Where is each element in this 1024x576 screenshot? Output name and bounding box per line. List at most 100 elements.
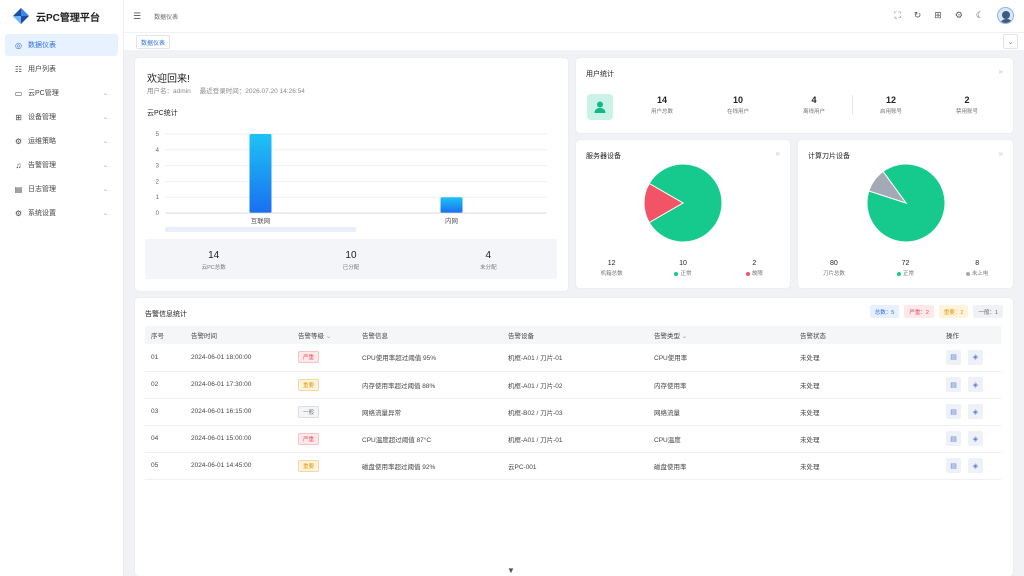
logo-icon (13, 8, 29, 24)
chevron-down-icon[interactable]: ⌄ (102, 162, 108, 169)
server-pie-chart (643, 163, 723, 243)
sidebar-item-0[interactable]: ◎ 数据仪表 (5, 34, 118, 56)
shield-icon[interactable]: ◈ (968, 431, 983, 446)
chevron-right-icon[interactable]: » (775, 149, 780, 158)
scroll-down-icon[interactable]: ▼ (507, 566, 515, 575)
alarm-badge-2[interactable]: 重要：2 (938, 305, 969, 318)
alarm-table-body: 01 2024-06-01 18:00:00 严重 CPU使用率超过阈值 95% 机框-… (145, 344, 1001, 480)
view-detail-icon[interactable]: ▤ (946, 349, 961, 365)
column-header-label: 告警信息 (362, 333, 388, 340)
blade-legend-item-0: 80 刀片总数 (798, 260, 870, 277)
shield-icon[interactable]: ◈ (968, 377, 983, 392)
column-header-label: 告警设备 (508, 333, 534, 340)
avatar[interactable] (997, 7, 1014, 24)
sidebar-item-5[interactable]: ♫ 告警管理 ⌄ (5, 154, 118, 176)
dashboard-icon: ◎ (15, 40, 22, 50)
chevron-down-icon[interactable]: ⌄ (102, 186, 108, 193)
chevron-down-icon[interactable]: ⌄ (102, 90, 108, 97)
users-icon: ☷ (14, 64, 23, 74)
shield-icon[interactable]: ◈ (968, 404, 983, 419)
tab-dashboard[interactable]: 数据仪表 (136, 35, 171, 49)
table-row: 04 2024-06-01 15:00:00 严重 CPU温度超过阈值 87°C 机框-… (145, 425, 1001, 453)
sidebar-item-3[interactable]: ⊞ 设备管理 ⌄ (5, 106, 118, 128)
user-icon (587, 94, 613, 120)
user-stats-title: 用户统计 (586, 71, 614, 78)
menu-toggle-icon[interactable]: ☰ (133, 10, 142, 21)
fullscreen-icon[interactable]: ⛶ (894, 10, 901, 20)
welcome-card: 欢迎回来! 用户名：admin 最近登录时间：2026.07.20 14:26:… (135, 58, 568, 291)
sidebar-item-label: 运维策略 (28, 138, 56, 145)
server-legend: 12 机箱总数 10 正常 2 故障 (576, 260, 790, 277)
column-header[interactable]: 告警类型 ⌄ (648, 326, 794, 344)
legend-label: 正常 (903, 271, 915, 277)
table-row: 05 2024-06-01 14:45:00 重要 磁盘使用率超过阈值 92% 云PC-… (145, 452, 1001, 480)
refresh-icon[interactable]: ↻ (913, 10, 922, 20)
column-header: 告警状态 (794, 326, 940, 344)
alarm-badge-1[interactable]: 严重：2 (904, 305, 934, 318)
column-header[interactable]: 告警等级 ⌄ (292, 326, 356, 344)
cell-type: 网络流量 (648, 398, 794, 426)
chevron-right-icon[interactable]: » (998, 149, 1003, 158)
view-detail-icon[interactable]: ▤ (946, 458, 961, 473)
cell-actions: ▤ ◈ (940, 425, 1001, 453)
alarm-title: 告警信息统计 (145, 311, 187, 318)
sidebar-item-7[interactable]: ⚙ 系统设置 ⌄ (5, 202, 118, 224)
y-tick-label: 2 (156, 179, 160, 185)
chevron-right-icon[interactable]: » (998, 67, 1003, 76)
legend-label: 正常 (680, 271, 692, 277)
view-detail-icon[interactable]: ▤ (946, 404, 961, 419)
legend-label-wrap: 机箱总数 (576, 269, 647, 277)
sidebar-item-2[interactable]: ▭ 云PC管理 ⌄ (5, 82, 118, 104)
legend-value: 72 (901, 260, 910, 267)
breadcrumb[interactable]: 数据仪表 (154, 14, 179, 21)
moon-icon[interactable]: ☾ (975, 10, 984, 20)
cell-status: 未处理 (794, 344, 940, 372)
cell-time: 2024-06-01 18:00:00 (185, 344, 292, 372)
user-stat-label: 离线用户 (802, 109, 825, 115)
legend-dot-icon (674, 271, 679, 276)
logo[interactable]: 云PC管理平台 (0, 0, 123, 32)
app-title: 云PC管理平台 (36, 12, 100, 24)
monitor-icon: ▭ (14, 88, 23, 98)
chevron-down-icon[interactable]: ⌄ (1003, 34, 1018, 49)
chevron-down-icon[interactable]: ⌄ (102, 138, 108, 145)
sidebar-item-label: 告警管理 (28, 162, 56, 169)
header-tools: ⛶ ↻ ⊞ ⚙ ☾ (894, 7, 1014, 24)
level-badge: 严重 (298, 432, 320, 445)
cell-info: CPU温度超过阈值 87°C (356, 425, 502, 453)
view-detail-icon[interactable]: ▤ (946, 377, 961, 392)
table-row: 03 2024-06-01 16:15:00 一般 网络流量异常 机框-B02 / 刀片… (145, 398, 1001, 426)
chevron-down-icon[interactable]: ⌄ (680, 333, 688, 340)
chart-scrollbar[interactable] (165, 227, 356, 232)
layout-icon[interactable]: ⊞ (934, 10, 942, 20)
cell-device: 云PC-001 (502, 452, 648, 480)
cell-level: 严重 (292, 344, 356, 372)
sidebar-item-label: 云PC管理 (28, 90, 59, 97)
shield-icon[interactable]: ◈ (968, 458, 983, 473)
cell-status: 未处理 (794, 452, 940, 480)
header: ☰ 数据仪表 ⛶ ↻ ⊞ ⚙ ☾ (124, 0, 1024, 32)
sidebar-item-1[interactable]: ☷ 用户列表 (5, 58, 118, 80)
server-legend-item-0: 12 机箱总数 (576, 260, 647, 277)
chevron-down-icon[interactable]: ⌄ (102, 210, 108, 217)
column-header-label: 告警等级 (298, 333, 324, 340)
chevron-down-icon[interactable]: ⌄ (324, 333, 332, 340)
alarm-badge-0[interactable]: 总数：5 (869, 305, 900, 318)
cell-time: 2024-06-01 14:45:00 (185, 452, 292, 480)
alarm-badge-3[interactable]: 一般：1 (973, 305, 1003, 318)
sidebar-item-4[interactable]: ⚙ 运维策略 ⌄ (5, 130, 118, 152)
legend-value: 2 (752, 260, 757, 267)
chevron-down-icon[interactable]: ⌄ (102, 114, 108, 121)
shield-icon[interactable]: ◈ (968, 349, 983, 365)
legend-label-wrap: 正常 (647, 269, 718, 277)
cloudpc-bar-chart: 0 1 2 3 4 5 互联网 内网 (156, 132, 547, 232)
user-stat-label: 启用账号 (879, 109, 902, 115)
legend-label-wrap: 正常 (870, 269, 942, 277)
table-row: 02 2024-06-01 17:30:00 重要 内存使用率超过阈值 88% 机框-A… (145, 371, 1001, 399)
strategy-icon: ⚙ (14, 136, 23, 146)
cell-actions: ▤ ◈ (940, 344, 1001, 372)
gear-icon[interactable]: ⚙ (954, 10, 963, 20)
settings-icon: ⚙ (14, 208, 23, 218)
view-detail-icon[interactable]: ▤ (946, 431, 961, 446)
sidebar-item-6[interactable]: ▤ 日志管理 ⌄ (5, 178, 118, 200)
